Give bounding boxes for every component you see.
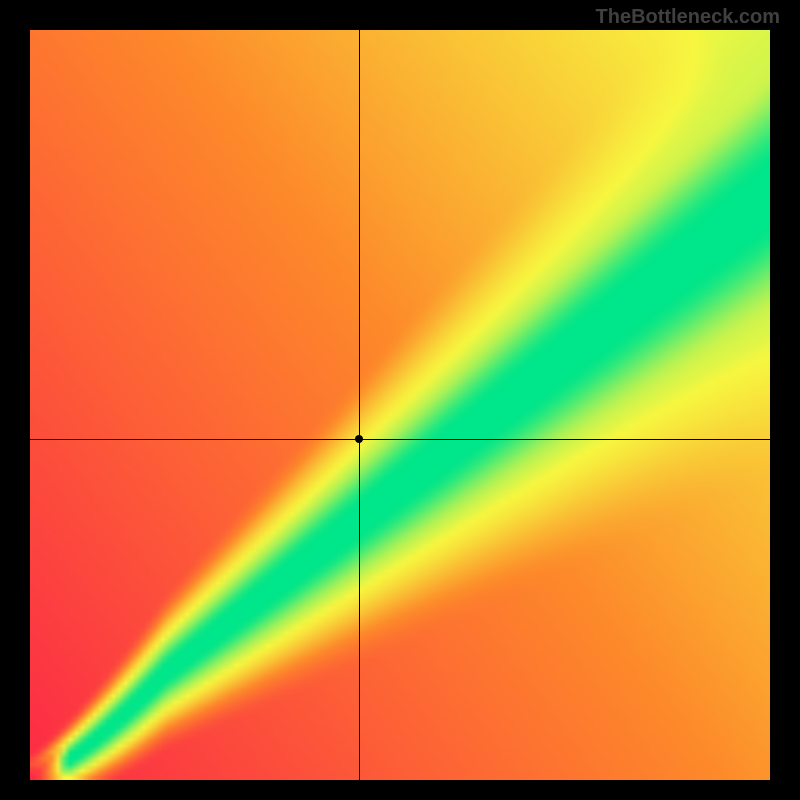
heatmap-canvas <box>30 30 770 780</box>
crosshair-horizontal <box>30 439 770 440</box>
watermark-text: TheBottleneck.com <box>596 6 780 29</box>
heatmap-plot <box>30 30 770 780</box>
chart-container: TheBottleneck.com <box>0 0 800 800</box>
crosshair-vertical <box>359 30 360 780</box>
crosshair-point[interactable] <box>355 435 363 443</box>
